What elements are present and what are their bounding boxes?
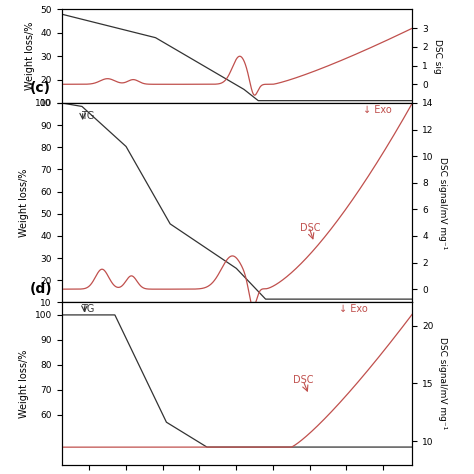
Y-axis label: DSC sig: DSC sig	[433, 39, 442, 73]
Y-axis label: Weight loss/%: Weight loss/%	[25, 22, 35, 91]
Text: ↓ Exo: ↓ Exo	[363, 105, 392, 115]
Text: DSC: DSC	[300, 223, 320, 233]
X-axis label: Temperature/°C: Temperature/°C	[199, 327, 275, 337]
Y-axis label: DSC signal/mV mg⁻¹: DSC signal/mV mg⁻¹	[438, 156, 447, 249]
Text: DSC: DSC	[293, 375, 314, 385]
Y-axis label: Weight loss/%: Weight loss/%	[19, 349, 29, 418]
Text: (c): (c)	[30, 81, 51, 95]
Text: (d): (d)	[30, 282, 53, 296]
Text: TG: TG	[81, 111, 94, 121]
Text: TG: TG	[81, 304, 94, 314]
Y-axis label: DSC signal/mV mg⁻¹: DSC signal/mV mg⁻¹	[438, 337, 447, 429]
Y-axis label: Weight loss/%: Weight loss/%	[19, 169, 29, 237]
Text: ↓ Exo: ↓ Exo	[339, 304, 367, 314]
X-axis label: Temperature/°C: Temperature/°C	[199, 127, 275, 137]
